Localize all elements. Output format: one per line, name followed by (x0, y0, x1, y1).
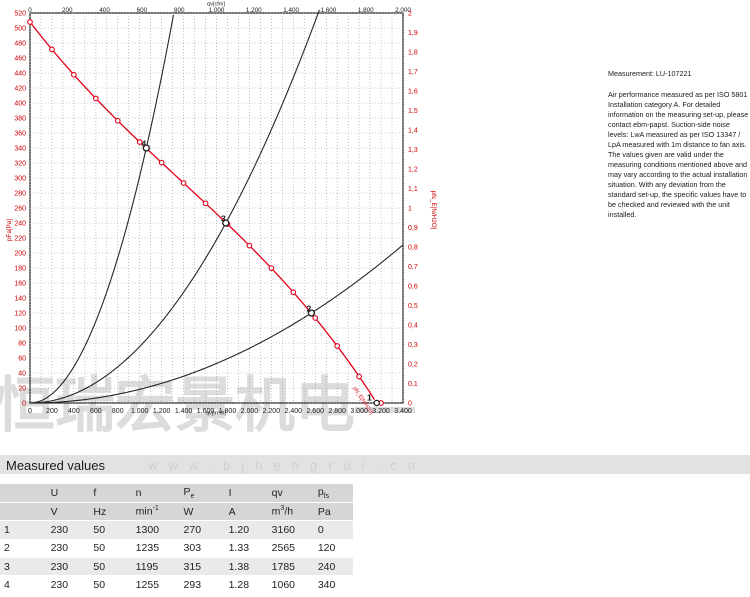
svg-text:2: 2 (307, 304, 312, 314)
svg-text:pFa[Pa]: pFa[Pa] (6, 219, 13, 241)
svg-text:40: 40 (18, 371, 26, 378)
svg-text:0,7: 0,7 (408, 264, 418, 271)
svg-text:1.200: 1.200 (153, 408, 171, 415)
svg-text:120: 120 (14, 311, 26, 318)
svg-text:1,5: 1,5 (408, 108, 418, 115)
svg-text:340: 340 (14, 146, 26, 153)
svg-text:2.000: 2.000 (241, 408, 259, 415)
svg-text:1.000: 1.000 (209, 7, 225, 14)
svg-text:0: 0 (22, 401, 26, 408)
svg-text:600: 600 (137, 7, 148, 14)
svg-text:qv[m³/h]: qv[m³/h] (206, 411, 227, 417)
svg-text:0,6: 0,6 (408, 284, 418, 291)
svg-text:260: 260 (14, 206, 26, 213)
svg-text:1,4: 1,4 (408, 128, 418, 135)
svg-text:60: 60 (18, 356, 26, 363)
svg-text:400: 400 (68, 408, 80, 415)
svg-text:800: 800 (174, 7, 185, 14)
svg-text:1.000: 1.000 (131, 408, 149, 415)
svg-text:1,2: 1,2 (408, 167, 418, 174)
svg-text:180: 180 (14, 266, 26, 273)
svg-text:0,5: 0,5 (408, 303, 418, 310)
svg-text:440: 440 (14, 71, 26, 78)
svg-text:480: 480 (14, 41, 26, 48)
svg-text:800: 800 (112, 408, 124, 415)
svg-text:1: 1 (408, 206, 412, 213)
svg-text:3: 3 (221, 214, 226, 224)
svg-text:240: 240 (14, 221, 26, 228)
svg-text:3.400: 3.400 (394, 408, 412, 415)
svg-text:1,7: 1,7 (408, 69, 418, 76)
svg-text:0,3: 0,3 (408, 342, 418, 349)
svg-text:0,1: 0,1 (408, 381, 418, 388)
svg-text:160: 160 (14, 281, 26, 288)
svg-text:100: 100 (14, 326, 26, 333)
svg-text:qv[cfm]: qv[cfm] (207, 2, 225, 8)
svg-text:1,9: 1,9 (408, 30, 418, 37)
svg-text:600: 600 (90, 408, 102, 415)
svg-text:1,3: 1,3 (408, 147, 418, 154)
svg-text:320: 320 (14, 161, 26, 168)
svg-text:380: 380 (14, 116, 26, 123)
svg-text:80: 80 (18, 341, 26, 348)
svg-text:1.200: 1.200 (246, 7, 262, 14)
svg-text:1.400: 1.400 (283, 7, 299, 14)
svg-text:420: 420 (14, 86, 26, 93)
svg-text:2.200: 2.200 (263, 408, 281, 415)
svg-text:1,1: 1,1 (408, 186, 418, 193)
svg-text:1,8: 1,8 (408, 50, 418, 57)
svg-text:300: 300 (14, 176, 26, 183)
svg-text:2.600: 2.600 (306, 408, 324, 415)
svg-text:460: 460 (14, 56, 26, 63)
svg-text:200: 200 (14, 251, 26, 258)
svg-text:0,4: 0,4 (408, 323, 418, 330)
svg-text:20: 20 (18, 386, 26, 393)
svg-text:3.200: 3.200 (372, 408, 390, 415)
svg-text:500: 500 (14, 26, 26, 33)
svg-text:400: 400 (99, 7, 110, 14)
svg-text:0,9: 0,9 (408, 225, 418, 232)
svg-text:0: 0 (28, 7, 32, 14)
svg-text:pfs_E[N/H2O]: pfs_E[N/H2O] (430, 191, 437, 230)
svg-text:2.400: 2.400 (285, 408, 303, 415)
svg-text:0: 0 (28, 408, 32, 415)
svg-text:0,8: 0,8 (408, 245, 418, 252)
svg-text:1,6: 1,6 (408, 89, 418, 96)
svg-text:520: 520 (14, 11, 26, 18)
svg-text:200: 200 (46, 408, 58, 415)
svg-text:1.600: 1.600 (321, 7, 337, 14)
svg-text:200: 200 (62, 7, 73, 14)
svg-text:2.800: 2.800 (328, 408, 346, 415)
svg-text:360: 360 (14, 131, 26, 138)
svg-text:2: 2 (408, 11, 412, 18)
svg-text:140: 140 (14, 296, 26, 303)
svg-text:400: 400 (14, 101, 26, 108)
svg-text:1.400: 1.400 (175, 408, 193, 415)
svg-text:4: 4 (142, 139, 147, 149)
svg-text:220: 220 (14, 236, 26, 243)
svg-text:0: 0 (408, 401, 412, 408)
svg-text:1.800: 1.800 (358, 7, 374, 14)
svg-text:0,2: 0,2 (408, 362, 418, 369)
svg-text:280: 280 (14, 191, 26, 198)
